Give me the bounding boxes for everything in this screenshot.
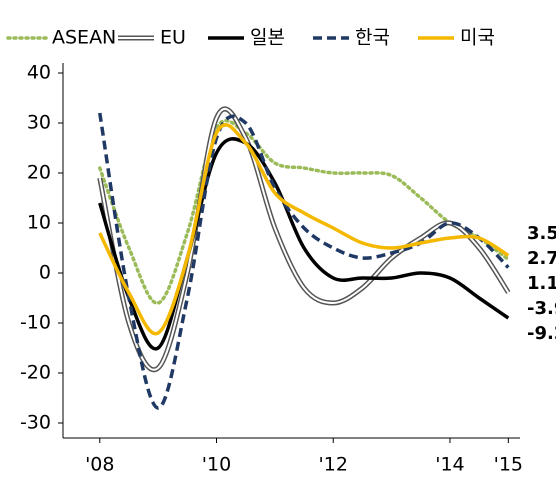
legend-label: ASEAN [52, 27, 116, 49]
end-label: 1.1 [527, 273, 556, 294]
series-line [98, 123, 510, 336]
legend-label: 일본 [250, 27, 285, 49]
legend-label: EU [160, 27, 186, 49]
y-tick-label: -20 [20, 362, 51, 384]
y-tick-label: 40 [27, 62, 51, 84]
series-line [98, 112, 510, 410]
y-tick-label: -30 [20, 412, 51, 434]
end-label: -3.9 [527, 298, 556, 319]
x-tick-label: '12 [319, 454, 348, 476]
legend-label: 한국 [355, 27, 390, 49]
y-tick-label: -10 [20, 312, 51, 334]
series-line [98, 137, 510, 351]
legend-label: 미국 [460, 27, 495, 49]
x-tick-label: '14 [435, 454, 464, 476]
series-line [98, 118, 511, 305]
y-tick-label: 0 [39, 262, 51, 284]
y-tick-label: 10 [27, 212, 51, 234]
end-label: 3.5 [527, 223, 556, 244]
y-tick-label: 30 [27, 112, 51, 134]
y-tick-label: 20 [27, 162, 51, 184]
end-label: 2.7 [527, 248, 556, 269]
end-label: -9.2 [527, 323, 556, 344]
x-tick-label: '08 [85, 454, 114, 476]
x-tick-label: '10 [202, 454, 231, 476]
x-tick-label: '15 [494, 454, 523, 476]
series-line-inner [98, 108, 510, 371]
